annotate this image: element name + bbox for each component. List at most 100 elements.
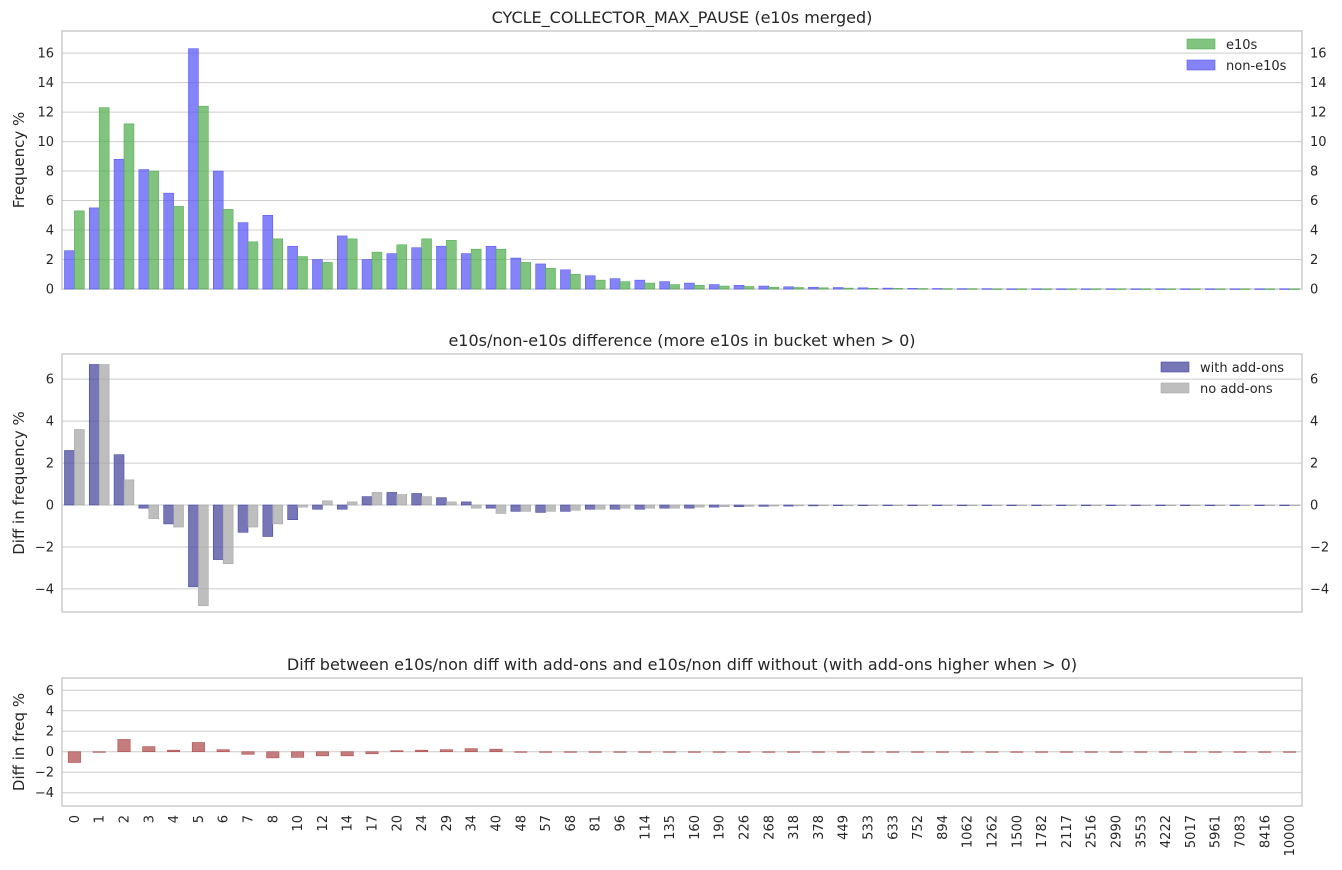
bar-non-e10s [584, 275, 596, 290]
bar-e10s [768, 286, 780, 290]
x-tick-label: 2117 [1060, 815, 1075, 848]
bar-no-add-ons [371, 492, 383, 506]
bar-diff [588, 751, 602, 753]
bar-e10s [1090, 288, 1102, 290]
bar-diff [935, 751, 949, 753]
bar-e10s [917, 288, 928, 290]
bar-non-e10s [113, 158, 125, 290]
x-tick-label: 1262 [986, 815, 1001, 848]
x-tick-label: 10 [291, 815, 306, 832]
bar-e10s [1289, 288, 1300, 290]
x-tick-label: 5961 [1209, 815, 1224, 848]
bar-diff [1084, 751, 1098, 753]
bar-e10s [669, 284, 680, 290]
bar-e10s [793, 287, 804, 290]
bar-e10s [346, 238, 358, 290]
bar-diff [663, 751, 677, 753]
bar-no-add-ons [421, 496, 432, 506]
bar-no-add-ons [793, 504, 804, 507]
bar-no-add-ons [322, 500, 333, 506]
bar-e10s [371, 251, 383, 290]
chart-panel-2: −4 −4 −2 −2 0 0 2 2 4 4 6 6 e10s/non-e10s difference… [10, 331, 1329, 613]
x-tick-label: 5017 [1184, 815, 1199, 848]
bar-e10s [545, 268, 556, 290]
y-tick-label-right: 2 [1310, 253, 1318, 268]
y-tick-label-right: −4 [1310, 582, 1329, 597]
bar-non-e10s [1031, 288, 1042, 290]
legend-swatch [1160, 382, 1190, 394]
bar-diff [787, 751, 801, 753]
bar-with-add-ons [708, 504, 720, 508]
bar-non-e10s [609, 278, 621, 290]
bar-non-e10s [1130, 288, 1142, 290]
bar-non-e10s [783, 286, 794, 290]
bar-e10s [818, 287, 829, 290]
y-tick-label-right: 6 [1310, 194, 1318, 209]
bar-non-e10s [1180, 288, 1191, 290]
bar-with-add-ons [1204, 504, 1216, 506]
x-tick-label: 318 [787, 815, 802, 840]
bar-non-e10s [64, 250, 75, 290]
bar-e10s [520, 262, 532, 290]
bar-diff [241, 751, 255, 755]
bar-non-e10s [932, 288, 943, 290]
bar-diff [439, 749, 453, 753]
bar-non-e10s [684, 282, 695, 290]
plot-area [61, 677, 1303, 807]
bar-diff [365, 751, 379, 755]
bar-e10s [1190, 288, 1201, 290]
bar-no-add-ons [74, 429, 85, 506]
legend-swatch [1186, 59, 1216, 71]
bar-no-add-ons [123, 479, 135, 506]
bar-diff [67, 751, 81, 763]
bar-with-add-ons [411, 493, 422, 506]
bar-diff [489, 748, 503, 753]
bar-e10s [421, 238, 432, 290]
bar-with-add-ons [262, 504, 274, 537]
x-tick-label: 894 [936, 815, 951, 840]
bar-with-add-ons [361, 496, 373, 506]
y-tick-label: 4 [46, 224, 54, 239]
bar-e10s [272, 238, 284, 290]
bar-e10s [1140, 288, 1152, 290]
bar-with-add-ons [386, 492, 398, 506]
bar-with-add-ons [882, 504, 894, 506]
bar-non-e10s [857, 287, 869, 290]
bar-e10s [148, 170, 160, 290]
x-tick-label: 226 [738, 815, 753, 840]
y-tick-label: 6 [46, 684, 54, 699]
bar-e10s [1214, 288, 1226, 290]
bar-non-e10s [882, 287, 894, 290]
x-tick-label: 160 [688, 815, 703, 840]
bar-non-e10s [1080, 288, 1092, 290]
x-tick-label: 135 [663, 815, 678, 840]
bar-e10s [396, 244, 408, 290]
bar-e10s [297, 256, 308, 290]
y-tick-label: 6 [46, 194, 54, 209]
x-tick-label: 40 [490, 815, 505, 832]
bar-no-add-ons [1016, 504, 1028, 506]
bar-non-e10s [1204, 288, 1216, 290]
bar-no-add-ons [917, 504, 928, 506]
bar-diff [1010, 751, 1024, 753]
bar-no-add-ons [867, 504, 879, 506]
bar-with-add-ons [1080, 504, 1092, 506]
x-tick-label: 2516 [1085, 815, 1100, 848]
legend-label: with add-ons [1200, 361, 1284, 376]
bar-diff [1035, 751, 1049, 753]
bar-e10s [470, 248, 482, 290]
x-tick-label: 4 [167, 815, 182, 823]
y-tick-label: 8 [46, 165, 54, 180]
bar-no-add-ons [768, 504, 780, 507]
x-tick-label: 633 [886, 815, 901, 840]
bar-non-e10s [138, 169, 150, 290]
bar-no-add-ons [173, 504, 184, 528]
bar-with-add-ons [956, 504, 968, 506]
plot-area [61, 353, 1303, 613]
bar-no-add-ons [1190, 504, 1201, 506]
bar-diff [712, 751, 726, 753]
x-tick-label: 268 [762, 815, 777, 840]
x-tick-label: 1062 [961, 815, 976, 848]
bar-diff [340, 751, 354, 757]
